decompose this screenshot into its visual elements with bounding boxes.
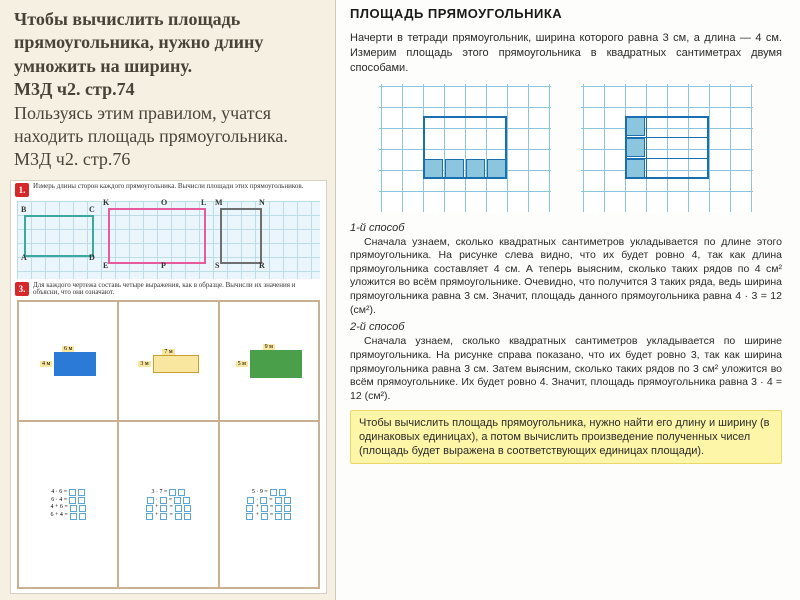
rect-ABCD <box>24 215 94 257</box>
sub-text: Пользуясь этим правилом, учатся находить… <box>14 102 323 149</box>
fill-3 <box>466 159 485 178</box>
main-text-block: Чтобы вычислить площадь прямоугольника, … <box>0 0 335 178</box>
label-M: M <box>215 198 223 207</box>
dim-h2: 3 м <box>138 361 150 367</box>
expr-1b: 6 · 4 = <box>51 497 67 505</box>
expr-2a: 3 · 7 = <box>152 489 168 497</box>
divider-r <box>646 116 647 179</box>
exercise-3-table: 6 м 4 м 7 м 3 м 9 м 5 м 4 · 6 = 6 · 4 = … <box>17 300 320 589</box>
grid-right <box>581 84 753 212</box>
fill-r1 <box>626 117 645 136</box>
exercise-1-grid: A B C D K L O E P M N S R <box>17 201 320 279</box>
ref-1: М3Д ч2. стр.74 <box>14 78 323 101</box>
hline-2 <box>625 158 709 159</box>
label-K: K <box>103 198 109 207</box>
cell-shape-3: 9 м 5 м <box>219 301 319 421</box>
ref-2: М3Д ч2. стр.76 <box>14 148 323 171</box>
label-R: R <box>259 261 265 270</box>
exercise-3-text: Для каждого чертежа составь четыре выраж… <box>33 282 322 297</box>
rect-KLOP <box>108 208 206 264</box>
cell-shape-1: 6 м 4 м <box>18 301 118 421</box>
exercise-3-number: 3. <box>15 282 29 296</box>
cell-expr-1: 4 · 6 = 6 · 4 = 4 + 6 = 6 + 4 = <box>18 421 118 588</box>
intro-paragraph: Начерти в тетради прямоугольник, ширина … <box>350 31 782 76</box>
exercise-1-header: 1. Измерь длины сторон каждого прямоугол… <box>11 181 326 199</box>
label-D: D <box>89 253 95 262</box>
method-1-text: Сначала узнаем, сколько квадратных санти… <box>350 236 782 318</box>
right-panel: ПЛОЩАДЬ ПРЯМОУГОЛЬНИКА Начерти в тетради… <box>335 0 800 600</box>
left-panel: Чтобы вычислить площадь прямоугольника, … <box>0 0 335 600</box>
method-1-heading: 1-й способ <box>350 222 782 234</box>
expr-1d: 6 + 4 = <box>51 512 68 520</box>
label-B: B <box>21 205 26 214</box>
rule-heading: Чтобы вычислить площадь прямоугольника, … <box>14 8 323 78</box>
exercise-1-number: 1. <box>15 183 29 197</box>
rect-MNSR <box>220 208 262 264</box>
method-2-heading: 2-й способ <box>350 321 782 333</box>
hline-1 <box>625 137 709 138</box>
expr-1c: 4 + 6 = <box>51 504 68 512</box>
dim-h1: 4 м <box>40 361 52 367</box>
shape-green <box>250 350 302 378</box>
method-2-text: Сначала узнаем, сколько квадратных санти… <box>350 335 782 403</box>
textbook-excerpt: 1. Измерь длины сторон каждого прямоугол… <box>10 180 327 594</box>
cell-shape-2: 7 м 3 м <box>118 301 218 421</box>
label-N: N <box>259 198 265 207</box>
label-S: S <box>215 261 219 270</box>
shape-yellow <box>153 355 199 373</box>
cell-expr-3: 5 · 9 = · = + = + = <box>219 421 319 588</box>
label-P: P <box>161 261 166 270</box>
label-A: A <box>21 253 27 262</box>
grid-left <box>379 84 551 212</box>
fill-2 <box>445 159 464 178</box>
shape-blue <box>54 352 96 376</box>
exercise-1-text: Измерь длины сторон каждого прямоугольни… <box>33 183 322 197</box>
dim-h3: 5 м <box>236 361 248 367</box>
exercise-3-header: 3. Для каждого чертежа составь четыре вы… <box>11 281 326 298</box>
label-E: E <box>103 261 108 270</box>
page-title: ПЛОЩАДЬ ПРЯМОУГОЛЬНИКА <box>350 6 782 21</box>
label-C: C <box>89 205 95 214</box>
expr-3a: 5 · 9 = <box>252 489 268 497</box>
label-O: O <box>161 198 167 207</box>
fill-r2 <box>626 138 645 157</box>
expr-1a: 4 · 6 = <box>51 489 67 497</box>
label-L: L <box>201 198 206 207</box>
fill-4 <box>487 159 506 178</box>
grids-row <box>350 84 782 212</box>
cell-expr-2: 3 · 7 = · = + = + = <box>118 421 218 588</box>
rule-box: Чтобы вычислить площадь прямоугольника, … <box>350 410 782 465</box>
fill-r3 <box>626 159 645 178</box>
fill-1 <box>424 159 443 178</box>
